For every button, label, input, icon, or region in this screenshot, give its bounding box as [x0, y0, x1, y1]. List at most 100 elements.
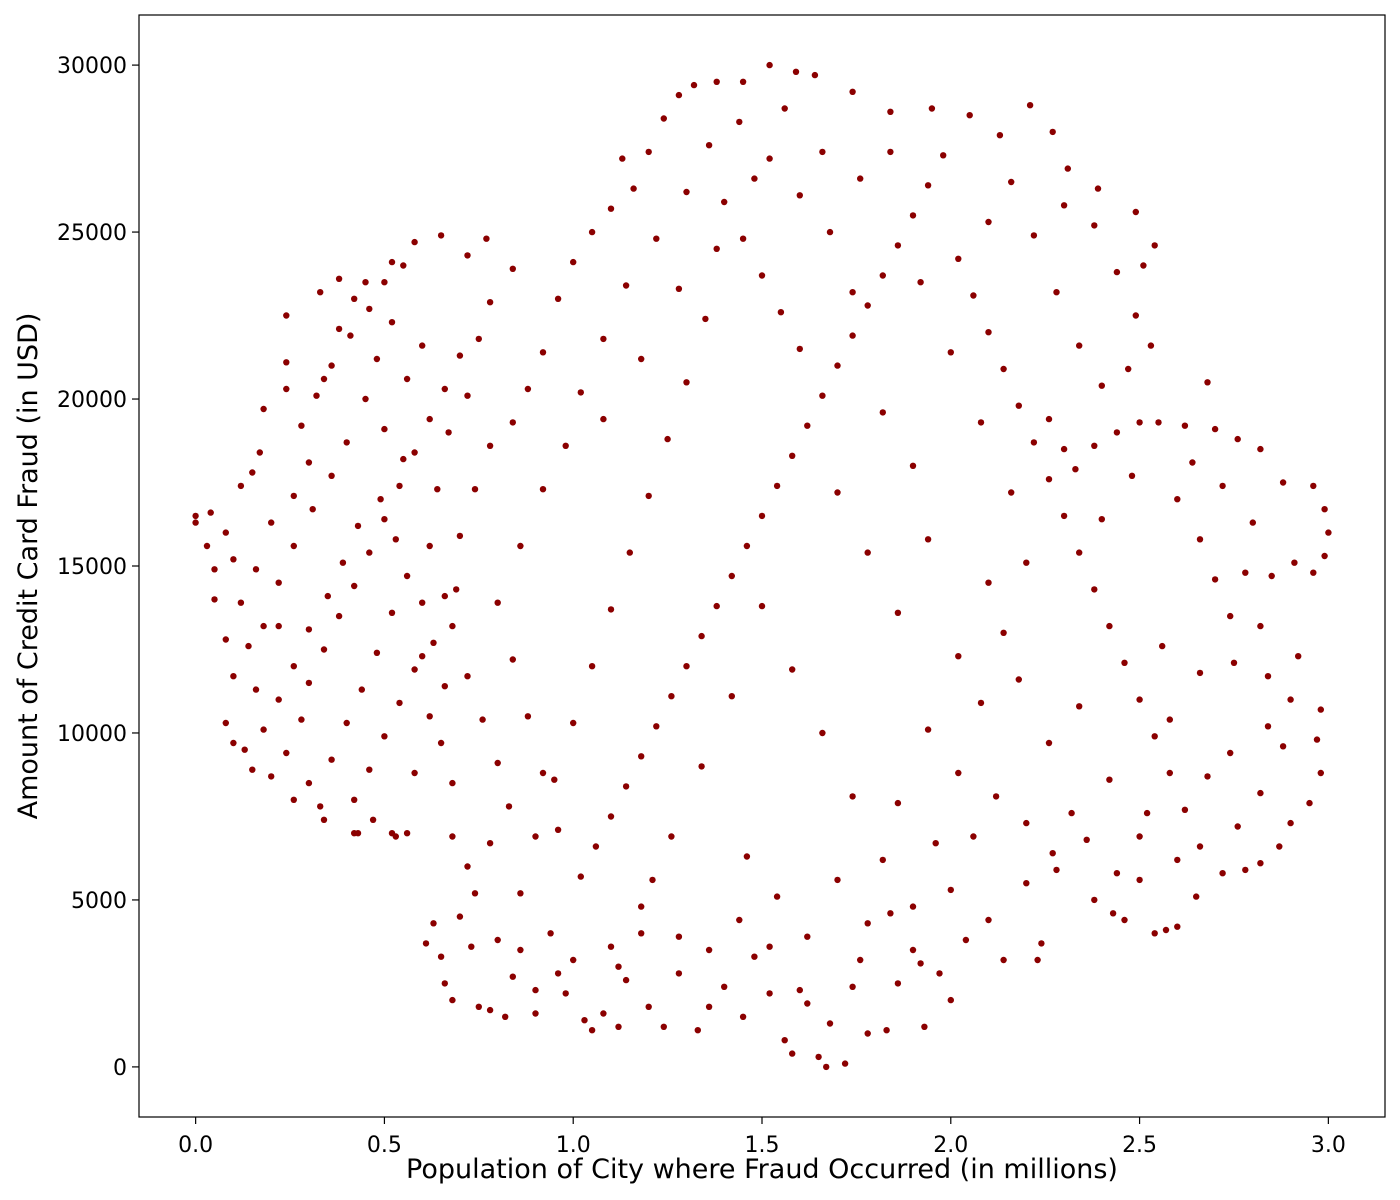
scatter-point [551, 776, 558, 783]
y-tick-label: 20000 [57, 388, 127, 413]
scatter-point [1015, 402, 1022, 409]
scatter-point [909, 462, 917, 469]
scatter-point [1132, 312, 1140, 319]
scatter-point [841, 1060, 849, 1067]
scatter-point [796, 345, 803, 353]
y-tick-label: 10000 [57, 722, 127, 747]
scatter-point [702, 315, 709, 323]
scatter-point [351, 295, 358, 302]
scatter-point [335, 275, 343, 282]
scatter-point [1193, 893, 1200, 900]
scatter-point [792, 68, 800, 76]
scatter-point [985, 218, 992, 226]
scatter-point [1015, 676, 1022, 683]
scatter-point [849, 88, 856, 96]
scatter-point [1249, 519, 1257, 526]
scatter-point [396, 699, 403, 707]
scatter-point [1060, 512, 1068, 520]
scatter-point [1174, 496, 1181, 503]
scatter-point [849, 793, 856, 800]
scatter-point [245, 642, 252, 650]
scatter-point [1279, 479, 1287, 486]
scatter-point [388, 258, 396, 266]
scatter-point [445, 429, 452, 436]
scatter-point [1317, 706, 1325, 713]
scatter-point [479, 716, 486, 723]
scatter-point [970, 833, 977, 840]
scatter-point [1162, 926, 1170, 934]
scatter-point [411, 449, 418, 456]
scatter-point [403, 375, 411, 383]
scatter-point [577, 873, 584, 880]
scatter-point [1064, 165, 1072, 172]
scatter-point [320, 375, 328, 383]
scatter-point [532, 833, 539, 840]
scatter-point [1045, 739, 1053, 747]
scatter-point [290, 796, 297, 803]
scatter-point [419, 342, 426, 349]
scatter-point [638, 930, 645, 937]
scatter-point [362, 279, 369, 286]
scatter-point [630, 185, 637, 192]
scatter-point [996, 132, 1004, 139]
scatter-point [456, 913, 464, 920]
scatter-point [464, 863, 471, 870]
scatter-point [1295, 653, 1302, 660]
scatter-point [1159, 642, 1166, 650]
scatter-point [849, 332, 856, 339]
scatter-point [351, 582, 358, 590]
scatter-point [955, 769, 962, 777]
scatter-point [317, 803, 324, 810]
scatter-point [977, 419, 985, 426]
scatter-point [1196, 669, 1204, 677]
scatter-point [705, 142, 713, 149]
scatter-point [1000, 629, 1007, 636]
scatter-point [1109, 910, 1117, 917]
scatter-point [283, 312, 290, 319]
scatter-point [1113, 429, 1121, 436]
scatter-point [400, 262, 407, 269]
scatter-point [298, 716, 305, 723]
scatter-point [1196, 843, 1204, 850]
scatter-point [268, 773, 275, 780]
y-tick-label: 15000 [57, 555, 127, 580]
scatter-point [857, 175, 864, 182]
scatter-point [1128, 472, 1136, 479]
scatter-point [1147, 342, 1155, 349]
scatter-point [275, 622, 282, 630]
scatter-point [645, 1003, 652, 1010]
scatter-point [970, 292, 977, 299]
scatter-point [309, 506, 316, 513]
scatter-point [713, 602, 720, 610]
scatter-point [883, 1027, 890, 1034]
scatter-point [1098, 382, 1106, 389]
scatter-point [804, 933, 811, 940]
scatter-point [486, 299, 494, 306]
scatter-point [683, 188, 690, 196]
scatter-point [434, 486, 441, 493]
scatter-point [607, 205, 615, 212]
scatter-point [486, 1006, 494, 1014]
scatter-point [766, 155, 773, 162]
scatter-point [819, 729, 826, 737]
scatter-point [638, 903, 645, 910]
scatter-point [373, 649, 381, 656]
scatter-point [766, 990, 773, 997]
scatter-point [230, 556, 237, 563]
scatter-point [1113, 268, 1121, 276]
scatter-point [1174, 923, 1181, 930]
scatter-point [622, 282, 630, 289]
scatter-point [619, 155, 626, 162]
scatter-point [1113, 870, 1121, 877]
scatter-point [985, 916, 992, 924]
scatter-point [339, 559, 347, 566]
scatter-point [826, 1020, 834, 1027]
scatter-point [1008, 489, 1015, 496]
scatter-point [721, 198, 728, 206]
scatter-point [347, 332, 354, 339]
scatter-point [554, 826, 562, 833]
scatter-point [638, 753, 645, 760]
scatter-point [249, 766, 256, 773]
scatter-point [320, 816, 328, 823]
scatter-point [932, 840, 939, 847]
